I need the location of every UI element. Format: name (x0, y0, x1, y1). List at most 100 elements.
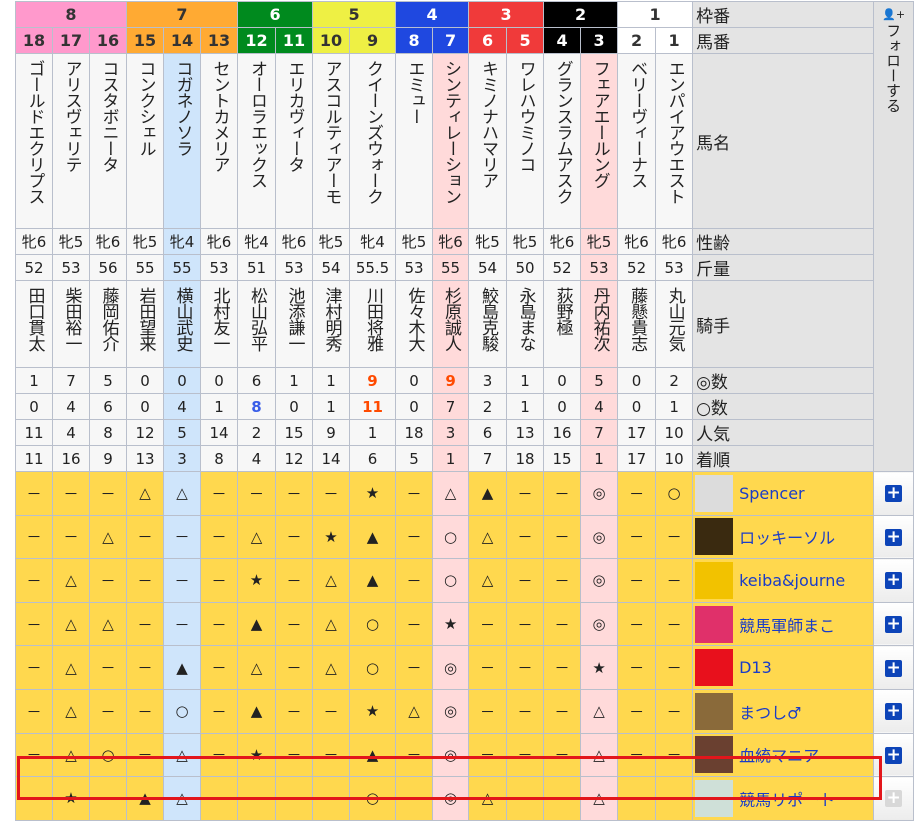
predictor-name-link[interactable]: D13 (739, 658, 772, 678)
follow-button[interactable]: + (873, 688, 915, 734)
horse-name-text[interactable]: エミュー (404, 60, 425, 124)
horse-name[interactable]: エミュー (395, 53, 434, 229)
plus-icon[interactable]: + (885, 744, 903, 765)
horse-name[interactable]: コンクシェル (126, 53, 164, 229)
plus-icon[interactable]: + (885, 483, 903, 504)
horse-name-text[interactable]: シンティレーション (441, 60, 462, 204)
prediction-mark: △ (312, 558, 351, 603)
horse-name-text[interactable]: アスコルティアーモ (321, 60, 342, 204)
horse-name-text[interactable]: コスタボニータ (98, 60, 119, 172)
prediction-mark: △ (580, 776, 619, 821)
horse-name[interactable]: コスタボニータ (89, 53, 127, 229)
avatar[interactable] (695, 561, 734, 599)
predictor-user[interactable]: 血統マニア (692, 732, 875, 778)
horse-name[interactable]: クイーンズウォーク (349, 53, 397, 229)
horse-name[interactable]: アスコルティアーモ (312, 53, 351, 229)
horse-name[interactable]: ワレハウミノコ (506, 53, 545, 229)
plus-icon[interactable]: + (885, 657, 903, 678)
horse-name[interactable]: ベリーヴィーナス (617, 53, 657, 229)
follow-label: フォローする (884, 23, 903, 113)
prediction-mark: － (274, 558, 314, 603)
avatar[interactable] (695, 692, 734, 730)
follow-button[interactable]: + (873, 732, 915, 778)
horse-name[interactable]: エリカヴィータ (274, 53, 314, 229)
predictor-user[interactable]: keiba&journe (692, 558, 875, 603)
horse-taikou: 0 (126, 393, 164, 420)
predictor-user[interactable]: Spencer (692, 471, 875, 516)
horse-name[interactable]: フェアエールング (580, 53, 619, 229)
horse-chakujun: 3 (163, 445, 201, 472)
predictor-name-link[interactable]: 競馬軍師まこ (739, 616, 836, 636)
horse-name[interactable]: キミノナハマリア (468, 53, 508, 229)
prediction-mark: － (506, 471, 545, 516)
predictor-user[interactable]: ロッキーソル (692, 514, 875, 560)
horse-name-text[interactable]: ゴールドエクリプス (24, 60, 45, 204)
prediction-mark: △ (52, 645, 90, 690)
horse-name-text[interactable]: ワレハウミノコ (515, 60, 536, 172)
horse-taikou: 0 (543, 393, 582, 420)
horse-name[interactable]: グランスラムアスク (543, 53, 582, 229)
predictor-name-link[interactable]: keiba&journe (739, 570, 846, 590)
prediction-mark: △ (468, 514, 508, 560)
predictor-name-link[interactable]: まつし♂ (739, 703, 802, 723)
horse-name-text[interactable]: コガネノソラ (172, 60, 193, 156)
prediction-mark: － (655, 558, 694, 603)
horse-name-text[interactable]: アリスヴェリテ (61, 60, 82, 172)
horse-name[interactable]: エンパイアウエスト (655, 53, 694, 229)
horse-name-text[interactable]: エリカヴィータ (284, 60, 305, 172)
avatar[interactable] (695, 649, 734, 687)
horse-name-text[interactable]: コンクシェル (135, 60, 156, 156)
predictor-name-link[interactable]: Spencer (739, 483, 805, 503)
follow-button[interactable]: + (873, 601, 915, 647)
avatar[interactable] (695, 474, 734, 512)
horse-name-text[interactable]: フェアエールング (589, 60, 610, 188)
horse-weight: 54 (468, 254, 508, 281)
follow-button[interactable]: + (873, 471, 915, 516)
horse-name-text[interactable]: セントカメリア (209, 60, 230, 172)
predictor-user[interactable]: 競馬リポート (692, 776, 875, 821)
horse-name[interactable]: シンティレーション (432, 53, 470, 229)
prediction-mark: － (655, 688, 694, 734)
plus-icon[interactable]: + (885, 526, 903, 547)
avatar[interactable] (695, 605, 734, 643)
horse-name-text[interactable]: ベリーヴィーナス (627, 60, 648, 188)
avatar[interactable] (695, 736, 734, 774)
horse-name[interactable]: オーロラエックス (237, 53, 276, 229)
horse-name-text[interactable]: エンパイアウエスト (664, 60, 685, 204)
plus-icon[interactable]: + (885, 570, 903, 591)
horse-sexage: 牝6 (432, 228, 470, 255)
predictor-user[interactable]: D13 (692, 645, 875, 690)
horse-jockey: 杉原誠人 (432, 280, 470, 368)
avatar[interactable] (695, 779, 734, 817)
plus-icon[interactable]: + (885, 614, 903, 635)
horse-weight: 53 (655, 254, 694, 281)
follow-header[interactable]: 👤+ フォローする (873, 1, 915, 472)
follow-button[interactable]: + (873, 514, 915, 560)
prediction-mark: － (274, 514, 314, 560)
horse-honmei: 1 (506, 367, 545, 394)
follow-button[interactable]: + (873, 645, 915, 690)
horse-jockey-text: 丸山元気 (664, 287, 685, 351)
horse-name-text[interactable]: クイーンズウォーク (363, 60, 384, 204)
horse-name-text[interactable]: グランスラムアスク (552, 60, 573, 204)
follow-button[interactable]: + (873, 776, 915, 821)
horse-chakujun: 13 (126, 445, 164, 472)
plus-icon[interactable]: + (885, 788, 903, 809)
horse-name[interactable]: コガネノソラ (163, 53, 201, 229)
horse-name-text[interactable]: オーロラエックス (247, 60, 267, 188)
horse-name-text[interactable]: キミノナハマリア (478, 60, 499, 188)
plus-icon[interactable]: + (885, 701, 903, 722)
horse-name[interactable]: アリスヴェリテ (52, 53, 90, 229)
predictor-name-link[interactable]: 血統マニア (739, 746, 820, 766)
predictor-user[interactable]: 競馬軍師まこ (692, 601, 875, 647)
prediction-mark: － (200, 471, 238, 516)
predictor-name-link[interactable]: ロッキーソル (739, 528, 836, 548)
follow-button[interactable]: + (873, 558, 915, 603)
horse-name[interactable]: セントカメリア (200, 53, 238, 229)
horse-name[interactable]: ゴールドエクリプス (15, 53, 53, 229)
predictor-name-link[interactable]: 競馬リポート (739, 790, 836, 810)
prediction-mark: － (15, 688, 53, 734)
predictor-user[interactable]: まつし♂ (692, 688, 875, 734)
prediction-mark: － (506, 601, 545, 647)
avatar[interactable] (695, 518, 734, 556)
